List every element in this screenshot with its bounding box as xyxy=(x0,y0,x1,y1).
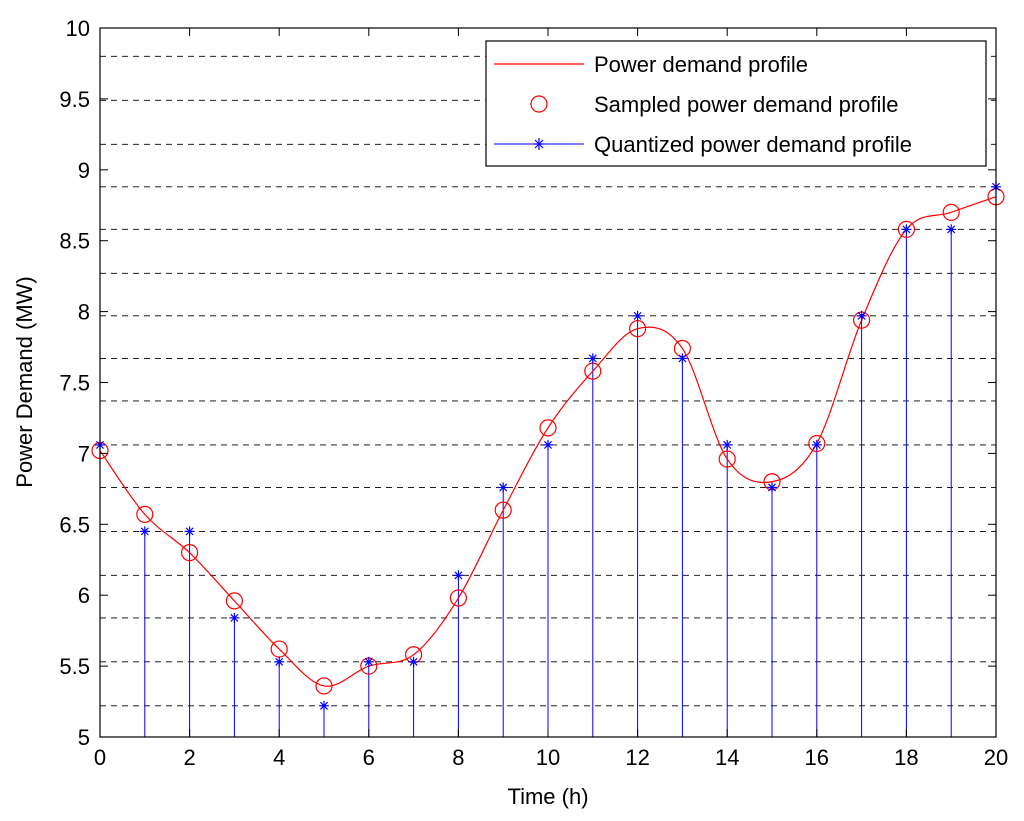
legend-label-sampled: Sampled power demand profile xyxy=(594,92,899,117)
quantized-point-8 xyxy=(453,570,464,581)
quantized-point-11 xyxy=(587,353,598,364)
y-tick-label-4: 7 xyxy=(78,441,90,466)
legend: Power demand profile Sampled power deman… xyxy=(485,40,987,167)
quantized-point-2 xyxy=(184,526,195,537)
quantized-point-12 xyxy=(632,310,643,321)
x-tick-label-2: 4 xyxy=(273,745,285,770)
y-tick-label-5: 7.5 xyxy=(59,371,90,396)
sampled-point-3 xyxy=(225,592,243,610)
y-tick-label-6: 8 xyxy=(78,300,90,325)
x-tick-label-5: 10 xyxy=(536,745,560,770)
sampled-point-2 xyxy=(181,544,199,562)
quantized-point-1 xyxy=(139,526,150,537)
sampled-point-1 xyxy=(136,505,154,523)
y-tick-label-9: 9.5 xyxy=(59,87,90,112)
quantized-point-3 xyxy=(229,612,240,623)
y-tick-label-8: 9 xyxy=(78,158,90,183)
legend-circle-swatch xyxy=(530,95,548,113)
sampled-point-19 xyxy=(942,203,960,221)
quantized-point-17 xyxy=(856,310,867,321)
sampled-point-16 xyxy=(808,434,826,453)
y-tick-label-10: 10 xyxy=(66,16,90,41)
quantized-point-4 xyxy=(274,656,285,667)
legend-label-profile: Power demand profile xyxy=(594,52,808,77)
quantized-point-19 xyxy=(946,224,957,235)
x-axis-title: Time (h) xyxy=(507,784,588,809)
x-tick-label-4: 8 xyxy=(452,745,464,770)
x-tick-label-6: 12 xyxy=(625,745,649,770)
y-tick-label-0: 5 xyxy=(78,725,90,750)
x-tick-label-10: 20 xyxy=(984,745,1008,770)
demand-curve-layer xyxy=(99,196,997,687)
sampled-point-9 xyxy=(494,501,512,519)
quantized-point-15 xyxy=(767,482,777,493)
axis-ticks xyxy=(99,27,997,738)
y-axis-title: Power Demand (MW) xyxy=(12,276,37,487)
quantized-stems xyxy=(99,186,997,737)
quantized-point-16 xyxy=(811,439,822,450)
x-tick-label-8: 16 xyxy=(805,745,829,770)
y-tick-label-3: 6.5 xyxy=(59,512,90,537)
quantized-point-7 xyxy=(408,656,419,667)
x-tick-labels: 0 2 4 6 8 10 12 14 16 18 20 xyxy=(94,745,1008,770)
quantized-markers xyxy=(95,181,1001,711)
y-tick-labels: 5 5.5 6 6.5 7 7.5 8 8.5 9 9.5 10 xyxy=(59,16,90,750)
sampled-point-5 xyxy=(315,677,333,695)
legend-label-quantized: Quantized power demand profile xyxy=(594,132,912,157)
sampled-point-14 xyxy=(718,450,736,468)
quantized-point-14 xyxy=(722,439,733,450)
x-tick-label-9: 18 xyxy=(894,745,918,770)
x-tick-label-0: 0 xyxy=(94,745,106,770)
sampled-point-18 xyxy=(897,220,916,238)
demand-profile-line xyxy=(99,196,997,687)
x-tick-label-7: 14 xyxy=(715,745,739,770)
y-tick-label-2: 6 xyxy=(78,583,90,608)
quantized-point-5 xyxy=(319,700,329,711)
sampled-point-10 xyxy=(539,419,557,437)
quantized-point-18 xyxy=(901,224,912,235)
sampled-markers xyxy=(91,188,1005,695)
x-tick-label-1: 2 xyxy=(183,745,195,770)
quantized-point-6 xyxy=(363,656,374,667)
quantized-point-9 xyxy=(498,482,509,493)
y-tick-label-7: 8.5 xyxy=(59,229,90,254)
legend-box xyxy=(485,40,987,167)
legend-star-swatch xyxy=(533,138,545,150)
sampled-point-8 xyxy=(449,589,467,607)
y-tick-label-1: 5.5 xyxy=(59,654,90,679)
x-tick-label-3: 6 xyxy=(363,745,375,770)
quantized-point-13 xyxy=(677,353,688,364)
quantized-point-10 xyxy=(543,439,553,450)
